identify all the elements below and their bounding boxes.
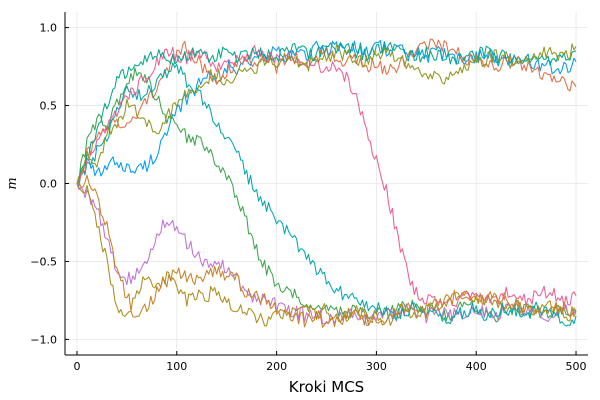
y-tick-label: 0.0 — [40, 178, 58, 191]
series-line-2 — [76, 38, 577, 185]
x-tick-label: 500 — [566, 360, 587, 373]
series-line-3 — [76, 67, 577, 323]
y-tick-label: −1.0 — [30, 333, 57, 346]
series-line-8 — [76, 174, 577, 328]
x-tick-label: 0 — [73, 360, 80, 373]
x-tick-label: 200 — [266, 360, 287, 373]
y-tick-label: 1.0 — [40, 22, 58, 35]
x-axis-title: Kroki MCS — [289, 378, 364, 396]
series-line-6 — [76, 62, 577, 327]
series-line-5 — [76, 183, 577, 327]
series-line-7 — [76, 45, 577, 308]
series-line-9 — [76, 41, 577, 184]
x-tick-label: 100 — [166, 360, 187, 373]
series-line-1 — [76, 39, 577, 187]
y-axis-title: m — [5, 177, 20, 189]
series-line-10 — [76, 43, 577, 184]
y-tick-label: 0.5 — [40, 100, 58, 113]
x-tick-label: 300 — [366, 360, 387, 373]
series-layer — [76, 38, 577, 328]
x-tick-label: 400 — [466, 360, 487, 373]
grid-layer — [65, 12, 588, 355]
ticks-layer: 0 100 200 300 400 500 −1.0 −0.5 0.0 0.5 1.0 — [30, 22, 586, 373]
y-tick-label: −0.5 — [30, 255, 57, 268]
series-line-4 — [76, 183, 577, 327]
